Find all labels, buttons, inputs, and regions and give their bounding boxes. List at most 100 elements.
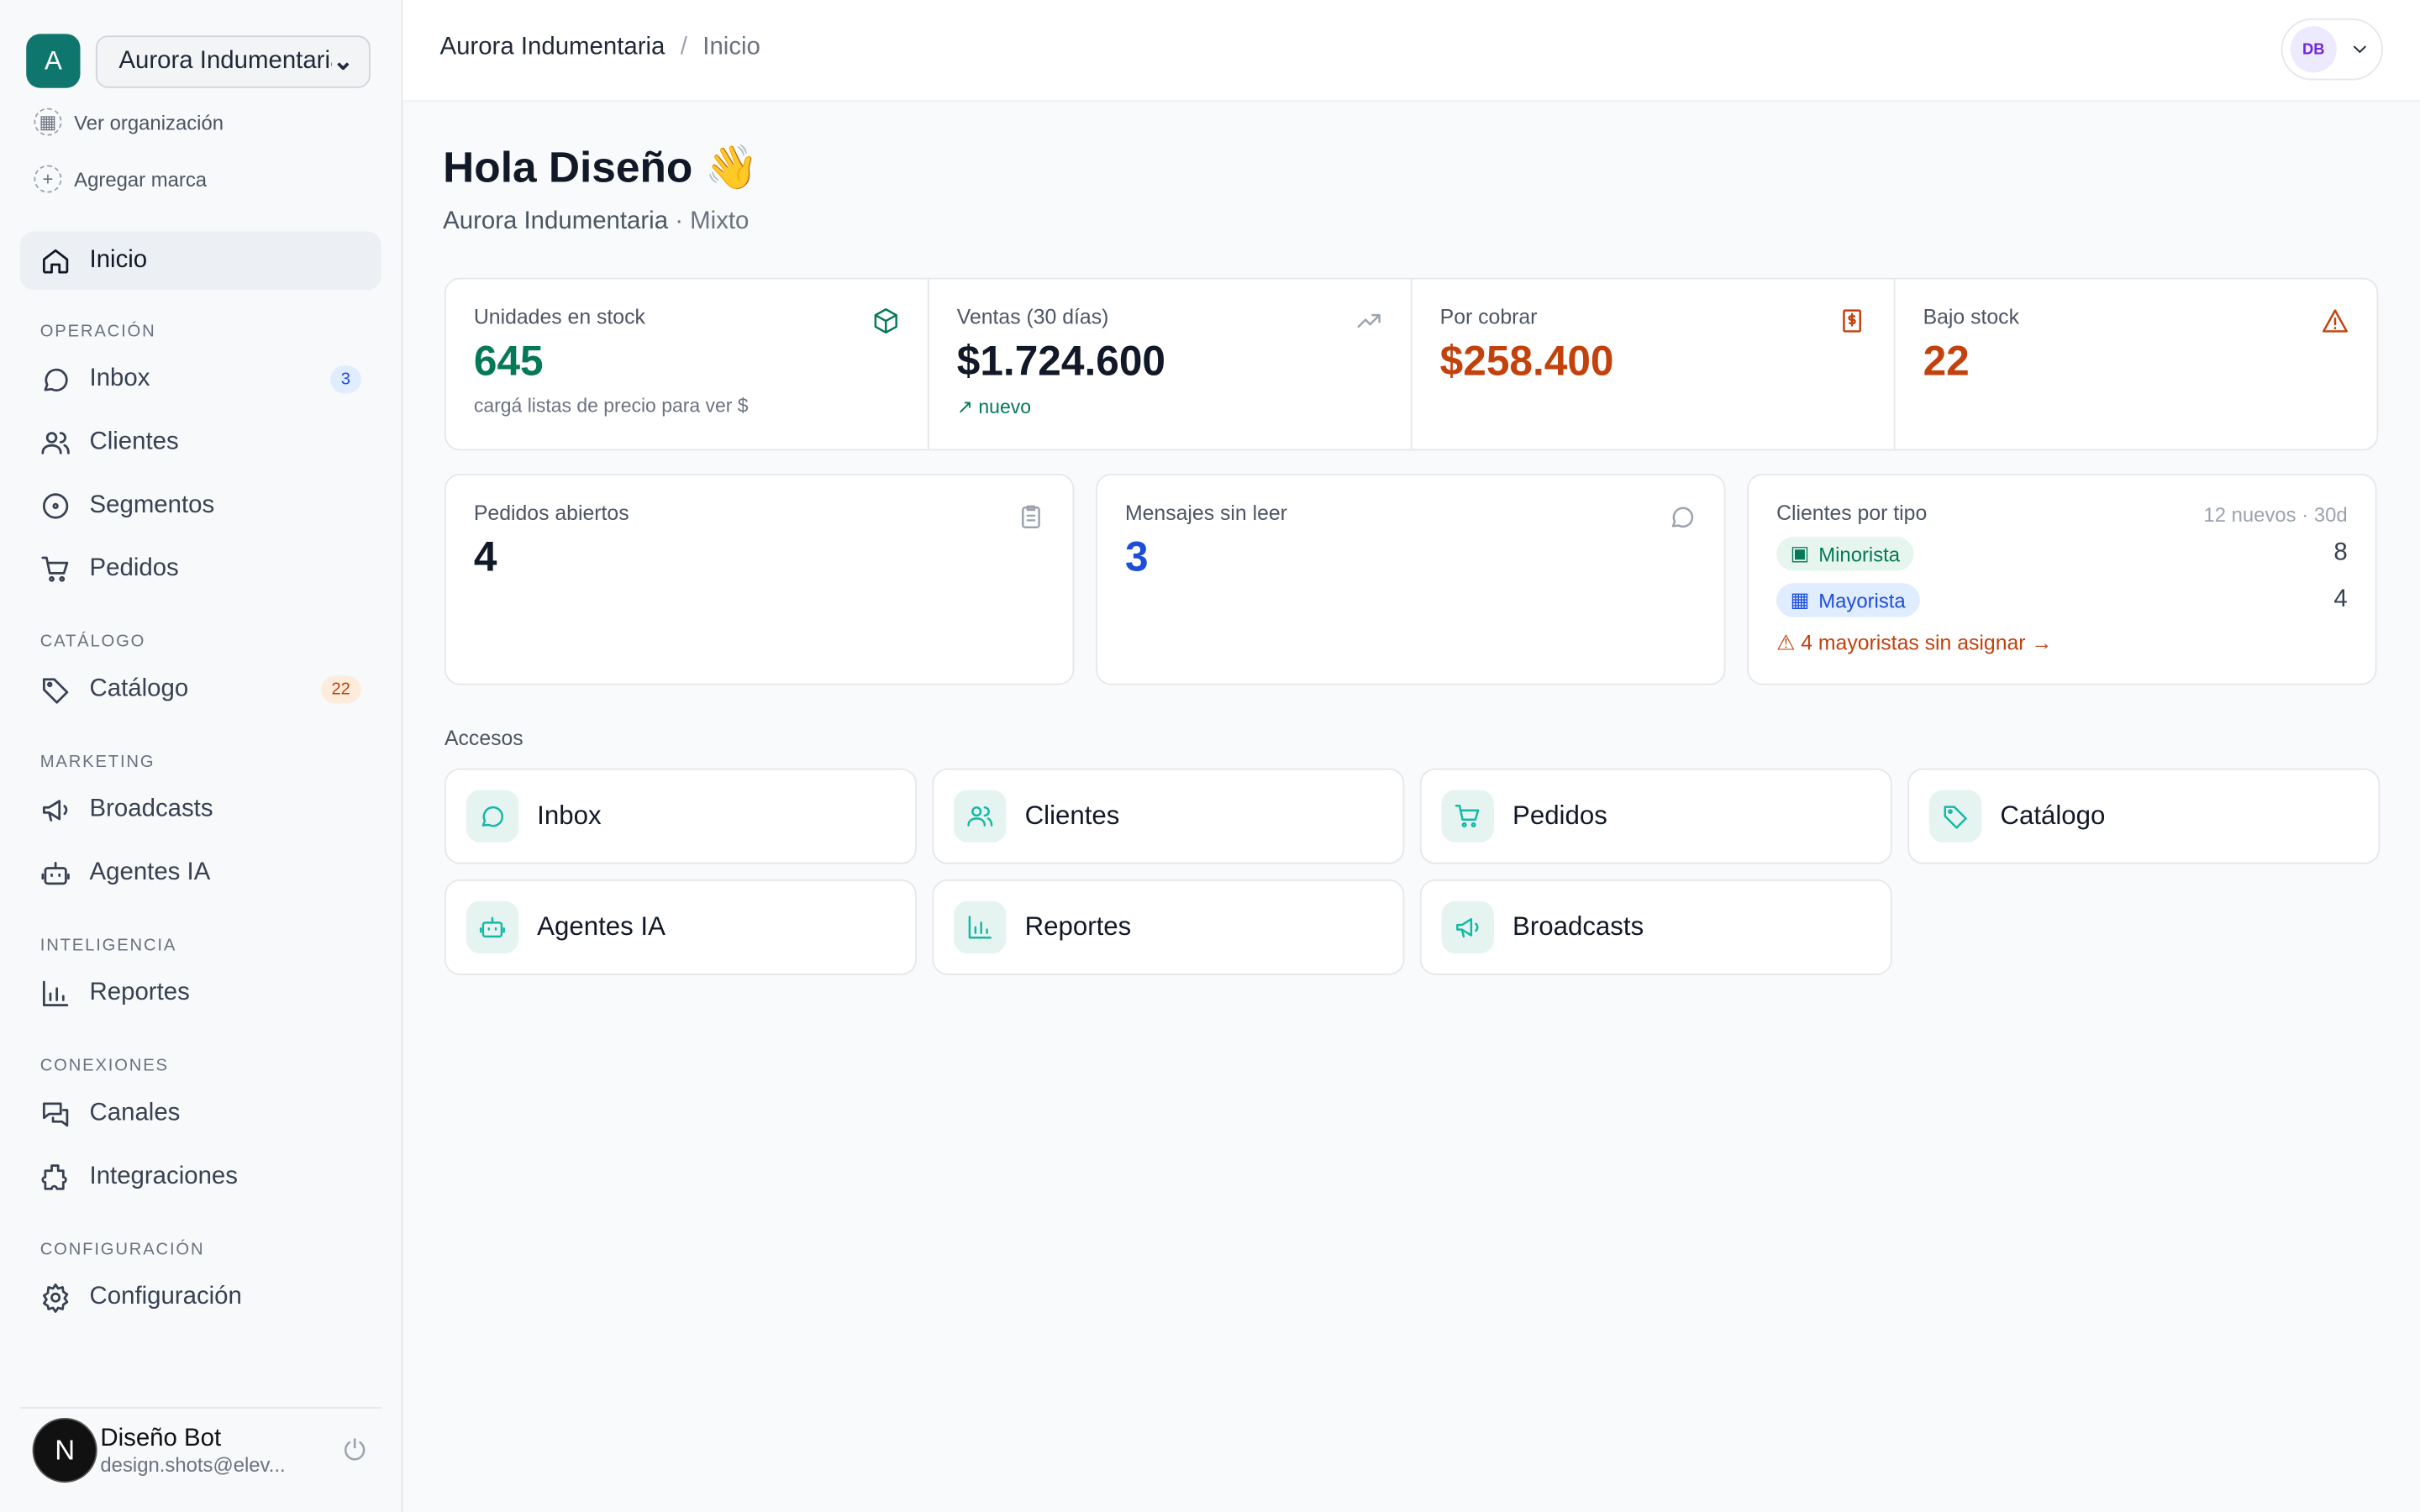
- stat-note: ↗ nuevo: [956, 396, 1031, 418]
- org-logo: A: [26, 34, 81, 88]
- icon: [41, 861, 70, 885]
- nav-section-title: MARKETING: [39, 753, 155, 772]
- nav-item[interactable]: Pedidos: [20, 537, 381, 600]
- view-org[interactable]: ▦ Ver organización: [34, 108, 224, 136]
- nav-label: Integraciones: [89, 1162, 238, 1189]
- icon: [42, 1101, 69, 1126]
- type-count: 8: [2333, 539, 2348, 567]
- crumb[interactable]: Aurora Indumentaria: [439, 34, 666, 60]
- nav-label: Broadcasts: [89, 795, 213, 822]
- nav-item[interactable]: Configuración: [20, 1265, 381, 1328]
- icon: [1455, 804, 1480, 827]
- icon: +: [34, 165, 62, 193]
- nav-item[interactable]: Catálogo 22: [20, 657, 381, 720]
- card-meta: 12 nuevos · 30d: [2203, 502, 2348, 527]
- card[interactable]: Mensajes sin leer 3: [1096, 473, 1726, 685]
- card[interactable]: Pedidos abiertos 4: [444, 473, 1075, 685]
- icon: [42, 249, 69, 274]
- shortcut[interactable]: Reportes: [932, 879, 1405, 975]
- logout[interactable]: ⏻: [344, 1434, 366, 1465]
- shortcut-label: Reportes: [1024, 911, 1132, 942]
- shortcut-icon: [954, 790, 1007, 843]
- nav-label: Clientes: [89, 428, 179, 454]
- crumb-sep: /: [680, 34, 687, 60]
- icon: [42, 979, 69, 1006]
- greeting: Hola Diseño 👋 Aurora Indumentaria · Mixt…: [443, 142, 759, 236]
- link-label: Agregar marca: [74, 167, 208, 191]
- card-value: 4: [473, 533, 497, 580]
- nav-item[interactable]: Segmentos: [20, 474, 381, 537]
- icon: [1944, 806, 1967, 829]
- chevron: [2353, 45, 2366, 53]
- nav-label: Catálogo: [89, 675, 189, 701]
- icon: [44, 367, 68, 391]
- icon: [1843, 309, 1861, 333]
- nav-label: Inicio: [89, 246, 148, 274]
- card-label: Clientes por tipo: [1776, 501, 1928, 525]
- add-brand[interactable]: + Agregar marca: [34, 165, 207, 193]
- shortcut[interactable]: Clientes: [932, 768, 1405, 864]
- nav-item[interactable]: Inbox 3: [20, 347, 381, 410]
- org-select[interactable]: Aurora Indumentaria ⌄: [95, 34, 371, 87]
- nav-item[interactable]: Agentes IA: [20, 841, 381, 904]
- icon: [968, 916, 992, 939]
- card-value: 3: [1124, 533, 1149, 580]
- shortcut[interactable]: Broadcasts: [1419, 879, 1892, 975]
- cards: Pedidos abiertos 4 Mensajes sin leer 3 Cli…: [444, 473, 2377, 685]
- icon: [42, 799, 68, 821]
- nav-section-title: INTELIGENCIA: [39, 936, 177, 955]
- shortcuts: Inbox Clientes Pedidos Catálogo Agentes IA Re…: [444, 768, 2389, 975]
- type-label: Mayorista: [1818, 588, 1906, 612]
- nav-item[interactable]: Broadcasts: [20, 778, 381, 841]
- card-label: Pedidos abiertos: [473, 501, 629, 525]
- shortcut[interactable]: Agentes IA: [444, 879, 918, 975]
- icon: [1022, 505, 1040, 528]
- user-info: Diseño Bot design.shots@elev...: [100, 1425, 285, 1476]
- nav-item[interactable]: Integraciones: [20, 1145, 381, 1208]
- nav-item[interactable]: Inicio: [19, 231, 381, 291]
- nav-section-title: CONFIGURACIÓN: [39, 1240, 205, 1259]
- section-title: Accesos: [444, 727, 523, 750]
- shortcut-icon: [1441, 790, 1494, 843]
- brand: Aurora Indumentaria: [443, 207, 669, 235]
- shortcut-icon: [1441, 900, 1494, 954]
- warning-link[interactable]: ⚠ 4 mayoristas sin asignar →: [1776, 631, 2053, 654]
- chevron: ⌄: [332, 48, 354, 76]
- user-name: Diseño Bot: [100, 1425, 222, 1452]
- nav: Inicio OPERACIÓN Inbox 3 Clientes Segmentos P…: [19, 231, 381, 1329]
- type-pill[interactable]: ▣ Minorista: [1776, 537, 1914, 571]
- icon: [1456, 917, 1479, 938]
- badge: 3: [329, 365, 361, 393]
- nav-item[interactable]: Reportes: [20, 961, 381, 1024]
- shortcut-label: Agentes IA: [537, 911, 666, 942]
- nav-item[interactable]: Canales: [20, 1082, 381, 1145]
- account-menu[interactable]: DB: [2281, 18, 2383, 81]
- sidebar: A Aurora Indumentaria ⌄ ▦ Ver organización…: [0, 0, 403, 1512]
- icon: [481, 806, 504, 827]
- stat-label: Bajo stock: [1923, 305, 2019, 329]
- icon: [42, 1283, 69, 1312]
- stat: Bajo stock 22: [1896, 279, 2377, 449]
- stat-value: 645: [473, 338, 544, 385]
- stat-value: $258.400: [1439, 338, 1614, 385]
- shortcut-icon: [1928, 790, 1982, 843]
- nav-item[interactable]: Clientes: [20, 411, 381, 474]
- shortcut[interactable]: Pedidos: [1419, 768, 1892, 864]
- card-label: Mensajes sin leer: [1124, 501, 1287, 525]
- icon: [41, 1163, 67, 1189]
- badge: 22: [320, 675, 361, 703]
- nav-section-title: CONEXIONES: [39, 1057, 169, 1076]
- shortcut[interactable]: Inbox: [444, 768, 918, 864]
- shortcut-icon: [954, 900, 1007, 954]
- icon: [874, 308, 897, 334]
- shortcut[interactable]: Catálogo: [1907, 768, 2381, 864]
- mode: · Mixto: [675, 207, 750, 235]
- shortcut-label: Catálogo: [2000, 801, 2106, 831]
- icon: [1671, 507, 1694, 528]
- nav-label: Reportes: [89, 979, 190, 1005]
- type-pill[interactable]: ▦ Mayorista: [1776, 583, 1920, 617]
- crumb: Inicio: [702, 34, 760, 60]
